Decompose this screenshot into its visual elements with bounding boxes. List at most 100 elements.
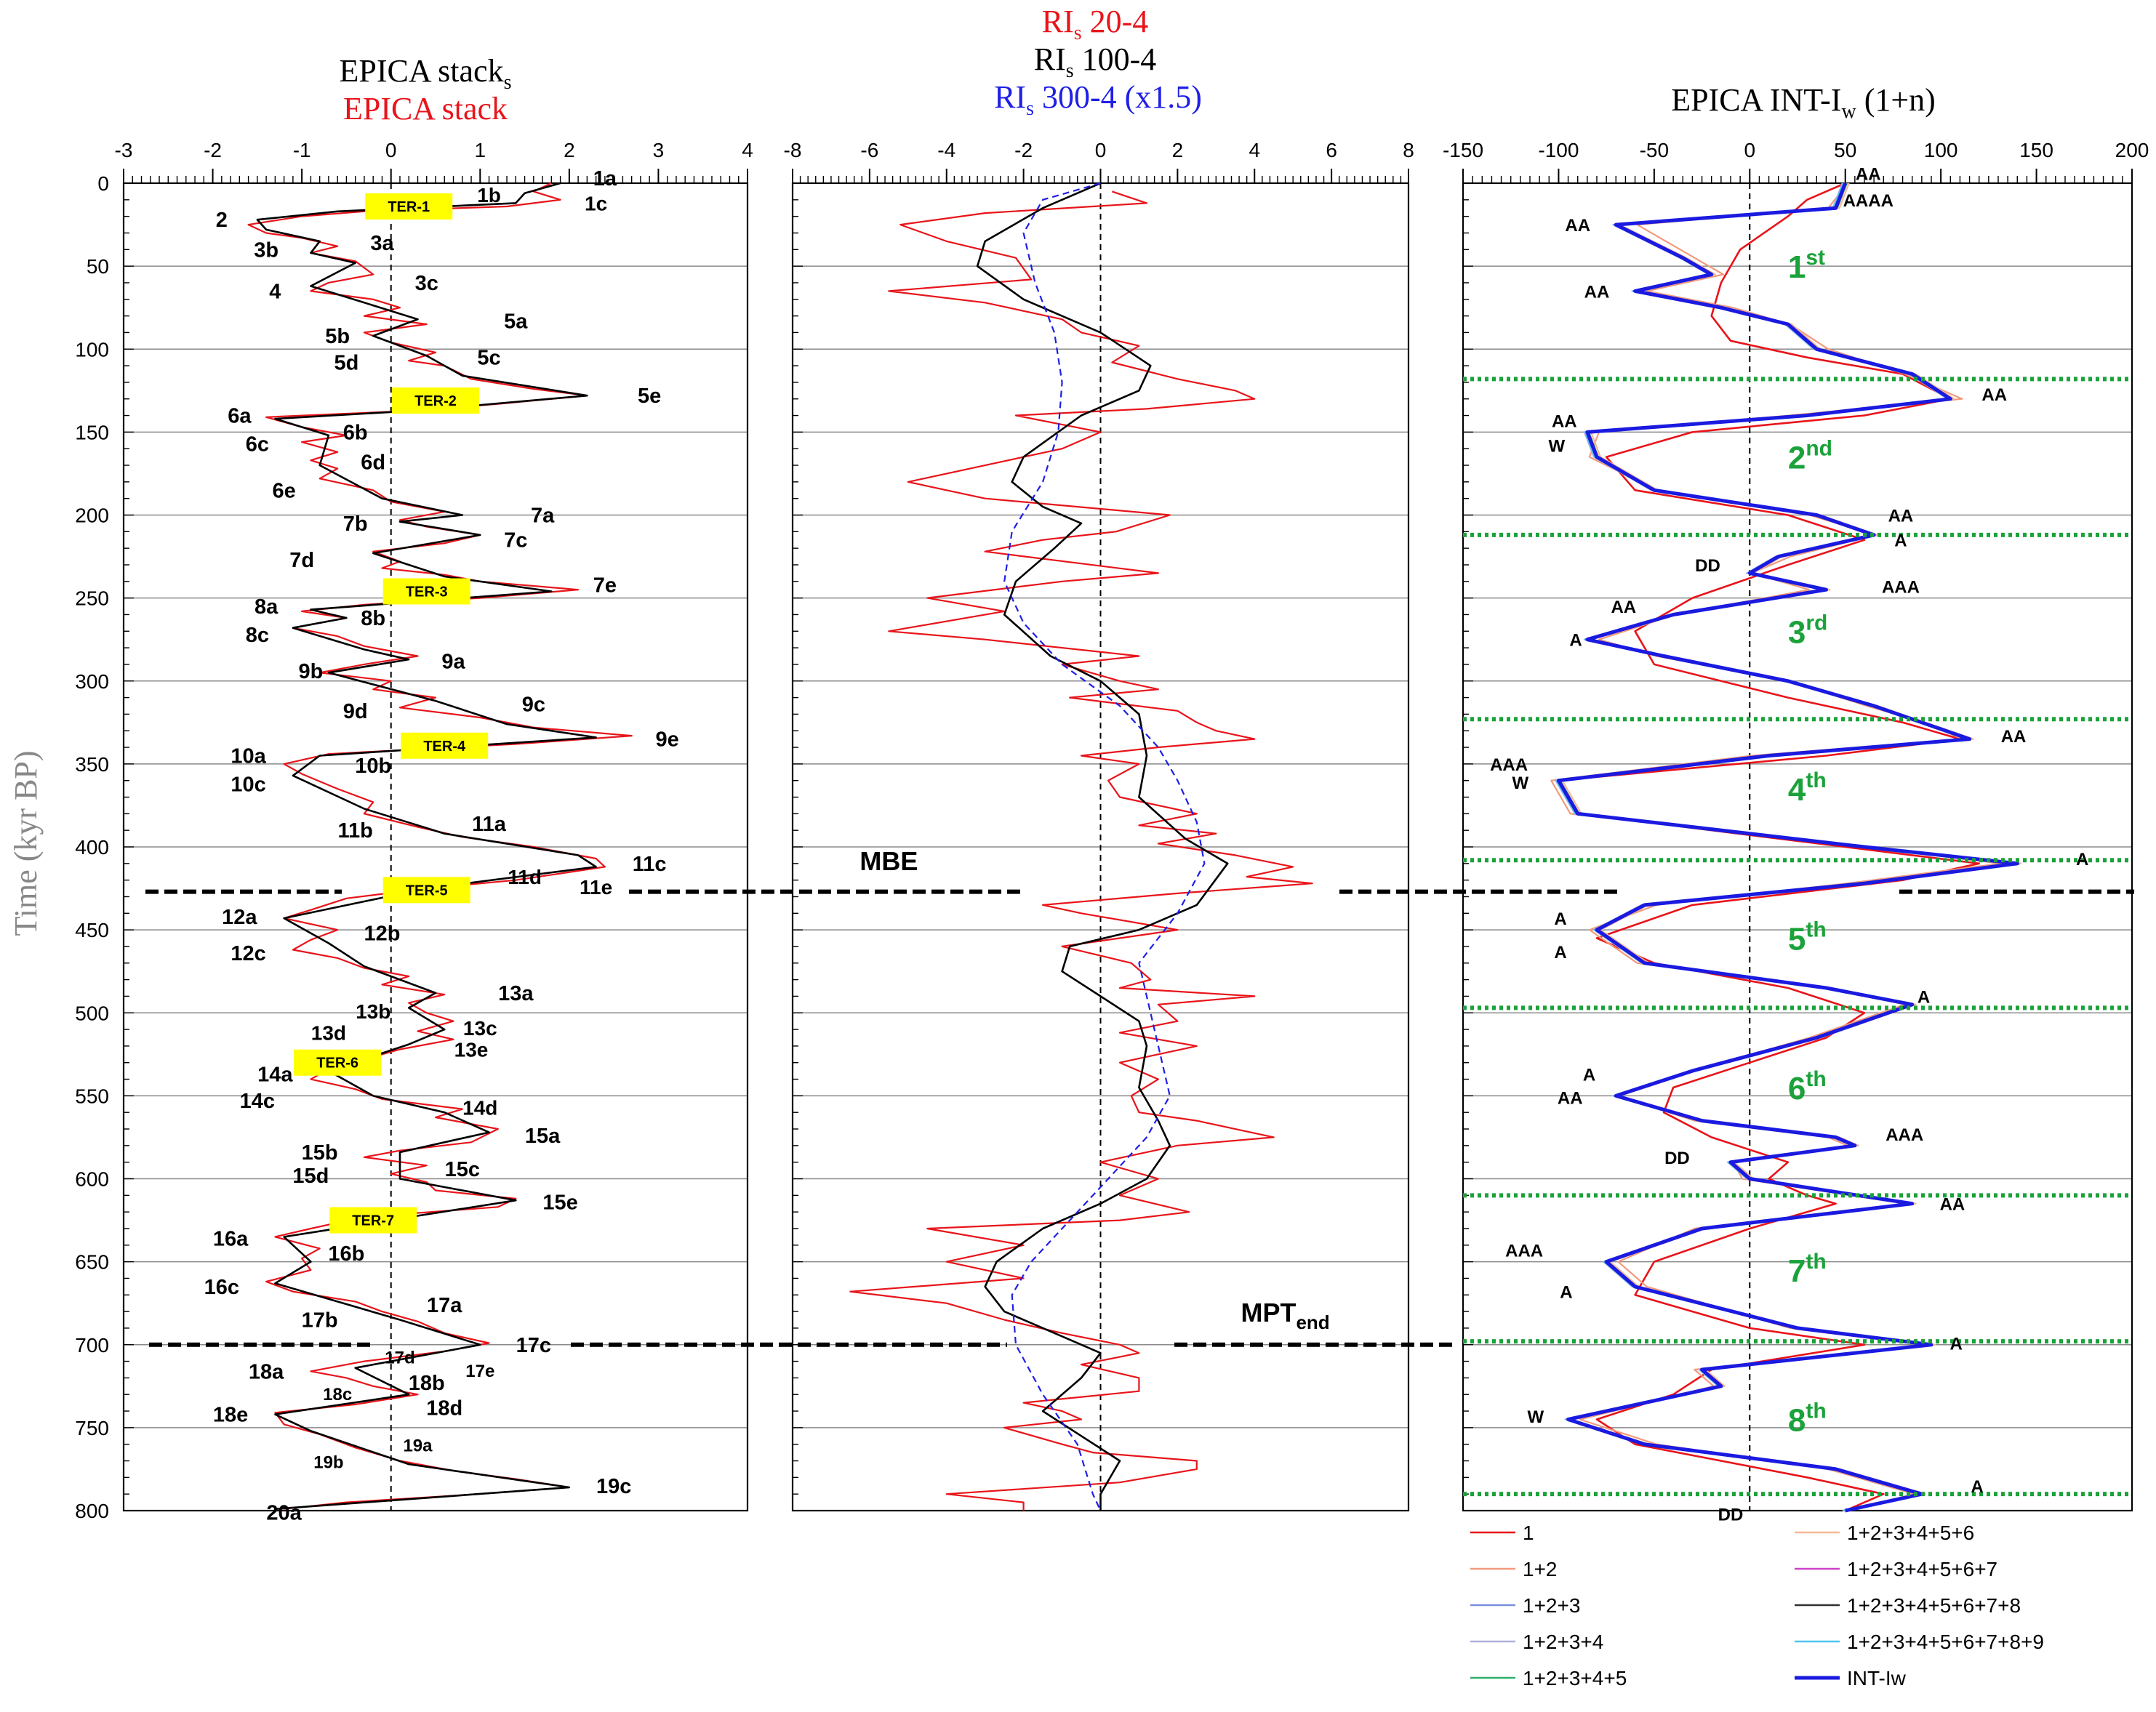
y-tick-label: 250: [75, 587, 109, 610]
ter-box-label: TER-5: [406, 883, 448, 899]
legend-item: 1+2+3+4: [1470, 1631, 1603, 1653]
legend-label: 1+2+3+4+5+6+7+8: [1847, 1594, 2021, 1617]
ter-box-bg: [329, 1207, 417, 1234]
y-tick-label: 600: [75, 1168, 109, 1191]
p2-x-tick-label: -6: [860, 139, 878, 161]
stage-label-red: 1b: [477, 184, 501, 206]
stage-label: 10a: [231, 744, 266, 768]
mpt-end-label: MPTend: [1241, 1298, 1329, 1333]
p3-x-tick-label: 50: [1834, 139, 1856, 161]
p3-x-tick-label: -150: [1443, 139, 1483, 161]
p1-x-tick-label: -1: [293, 139, 311, 161]
point-label: AA: [1565, 216, 1590, 236]
point-label: A: [1894, 531, 1907, 551]
panel3-title: EPICA INT-Iw (1+n): [1671, 82, 1936, 123]
p1-series-line: [247, 182, 633, 1510]
ter-box-label: TER-1: [388, 199, 430, 215]
legend-label: 1+2+3+4+5+6: [1847, 1522, 1974, 1544]
stage-label: 9d: [343, 700, 368, 723]
ter-box-bg: [382, 578, 470, 605]
stage-label: 9e: [656, 728, 679, 752]
stage-label: 18a: [249, 1360, 284, 1383]
p3-x-tick-label: 100: [1924, 139, 1958, 161]
stage-label: 9b: [298, 660, 323, 683]
point-label: A: [1971, 1477, 1983, 1497]
point-label: AA: [1552, 411, 1577, 431]
stage-label: 2: [216, 209, 228, 232]
legend-item: 1+2+3+4+5+6+7: [1795, 1558, 1997, 1580]
stage-label-purple: 13b: [356, 1000, 390, 1023]
legend-item: 1+2: [1470, 1558, 1558, 1580]
stage-label: 6c: [246, 433, 269, 456]
panel1-title: EPICA stacks EPICA stack: [339, 53, 511, 126]
point-label: AAA: [1505, 1242, 1543, 1261]
stage-label: 3b: [254, 238, 278, 262]
stage-label: 15b: [302, 1141, 338, 1165]
stage-label: 18d: [426, 1396, 462, 1420]
y-tick-label: 0: [97, 172, 109, 195]
y-tick-label: 300: [75, 670, 109, 693]
stage-label: 5a: [504, 310, 528, 333]
stage-label: 7b: [343, 513, 368, 536]
stage-label: 5d: [334, 352, 359, 375]
panel3-title-line1: EPICA INT-Iw (1+n): [1671, 82, 1936, 123]
ter-box-label: TER-2: [414, 393, 457, 409]
ter-box-label: TER-6: [316, 1056, 358, 1072]
stage-label: 7e: [593, 574, 617, 597]
p1-x-tick-label: 3: [653, 139, 665, 161]
stage-label: 8a: [255, 595, 278, 619]
ter-box-label: TER-7: [352, 1213, 394, 1229]
point-label: A: [1560, 1283, 1572, 1303]
stage-label: 12a: [222, 906, 257, 929]
panel-ris: -8 -6 -4 -2 0 2 4 6 8: [784, 139, 1414, 1512]
y-tick-label: 700: [75, 1334, 109, 1357]
stage-label: 15c: [445, 1158, 480, 1181]
point-label: A: [1569, 631, 1582, 651]
legend-item: 1+2+3+4+5+6: [1795, 1522, 1974, 1544]
y-tick-label: 550: [75, 1085, 109, 1107]
point-label: A: [1949, 1334, 1962, 1354]
y-tick-label: 500: [75, 1002, 109, 1024]
p1-x-tick-label: 1: [474, 139, 486, 161]
point-label: AA: [1981, 385, 2007, 405]
p2-x-tick-label: 4: [1249, 139, 1260, 161]
stage-label-red: 11e: [580, 876, 612, 899]
stage-label: 11a: [472, 813, 507, 836]
ter-box-bg: [294, 1049, 382, 1076]
p1-x-tick-label: -2: [204, 139, 222, 161]
p3-x-tick-label: 150: [2019, 139, 2053, 161]
point-label: AA: [2001, 727, 2027, 747]
p2-x-tick-label: 0: [1095, 139, 1107, 161]
panel-epica-int: -150 -100 -50 0 50 100 150 200 1st 2nd 3rd 4th 5th 6t…: [1443, 139, 2149, 1525]
legend-item: 1+2+3+4+5+6+7+8: [1795, 1594, 2021, 1617]
point-label: A: [1554, 943, 1566, 963]
stage-label: 5b: [325, 325, 350, 348]
stage-label: 17e: [465, 1362, 494, 1381]
stage-label: 19a: [403, 1436, 433, 1456]
ter-box-label: TER-3: [406, 584, 448, 600]
legend-label: 1: [1523, 1522, 1534, 1544]
panel2-title-line2: RIs 100-4: [1034, 41, 1157, 82]
stage-label: 15a: [525, 1125, 561, 1148]
stage-label: 20a: [266, 1501, 302, 1524]
legend-item: 1+2+3: [1470, 1594, 1580, 1617]
p2-x-tick-label: 2: [1172, 139, 1184, 161]
legend-item: 1: [1470, 1522, 1534, 1544]
point-label: A: [1917, 987, 1930, 1007]
stage-label-purple: 13c: [463, 1017, 497, 1040]
stage-label: 17b: [302, 1309, 338, 1333]
panel2-title: RIs 20-4 RIs 100-4 RIs 300-4 (x1.5): [994, 4, 1202, 120]
panel1-title-line2: EPICA stack: [343, 91, 508, 126]
cycle-label: 7th: [1788, 1250, 1827, 1289]
point-label: W: [1512, 773, 1529, 793]
stage-label: 14c: [240, 1090, 275, 1113]
point-label: DD: [1718, 1506, 1744, 1525]
stage-label: 8b: [361, 607, 385, 630]
stage-label: 5e: [638, 385, 661, 408]
panel2-title-line3: RIs 300-4 (x1.5): [994, 79, 1202, 120]
ter-box: TER-6: [294, 1049, 382, 1076]
p2-x-tick-label: -2: [1014, 139, 1033, 161]
point-label: AAAA: [1843, 191, 1893, 211]
stage-label-red: 14d: [462, 1096, 497, 1119]
